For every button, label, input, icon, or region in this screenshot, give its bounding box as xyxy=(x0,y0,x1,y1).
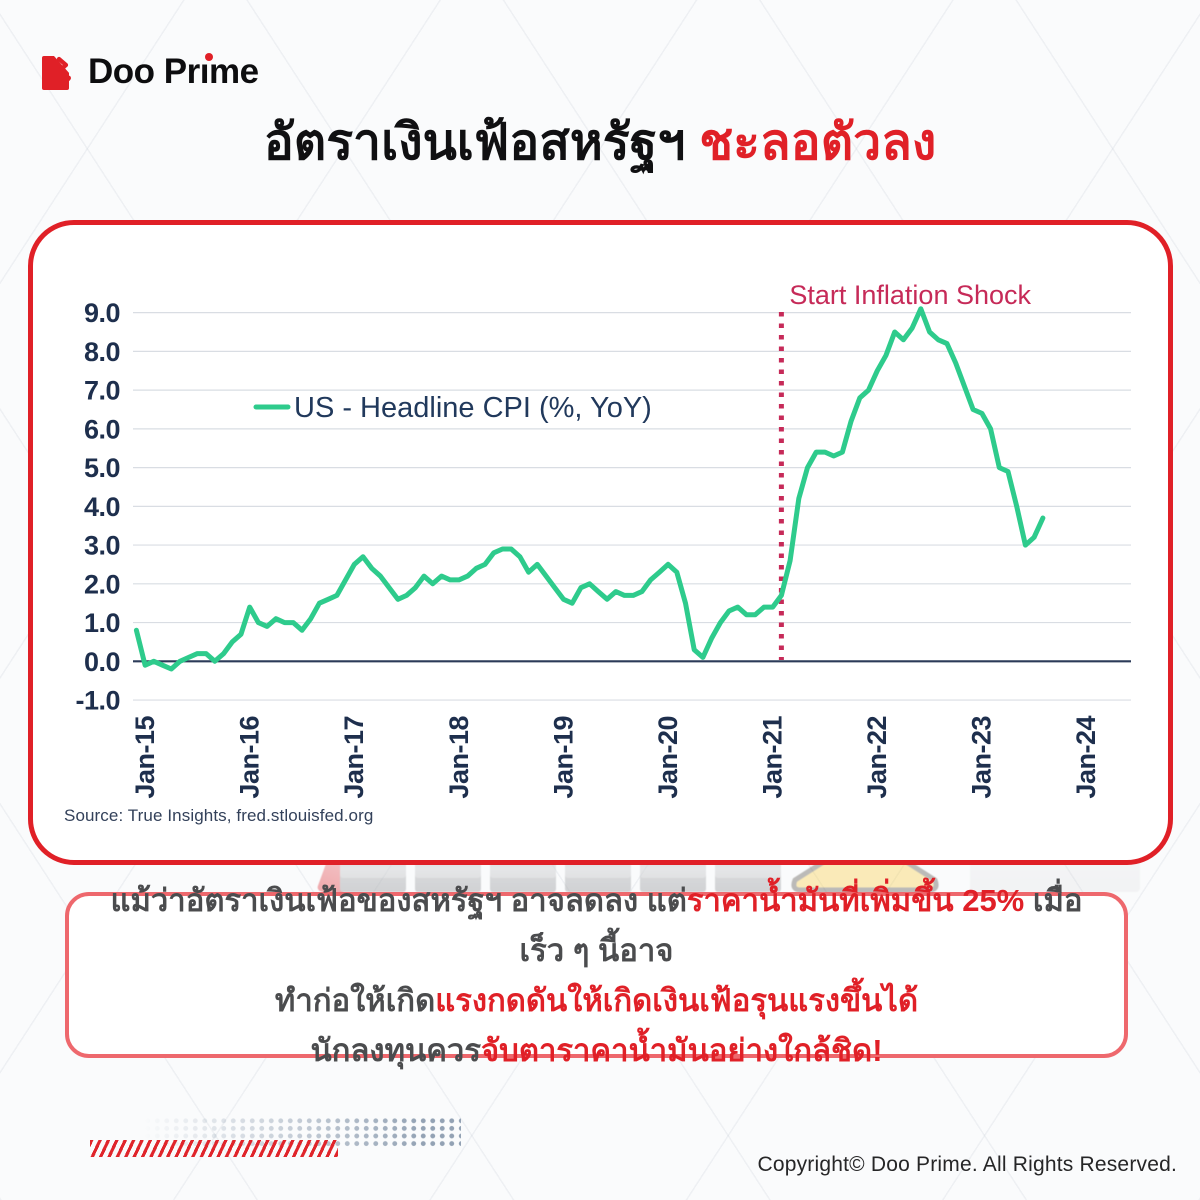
callout-text: นักลงทุนควร xyxy=(310,1033,481,1068)
callout-box: แม้ว่าอัตราเงินเฟ้อของสหรัฐฯ อาจลดลง แต่… xyxy=(65,883,1128,1068)
doo-prime-logo: Doo Prıme xyxy=(42,52,259,92)
callout-text-highlight: จับตาราคาน้ำมันอย่างใกล้ชิด! xyxy=(480,1033,883,1068)
title-main: อัตราเงินเฟ้อสหรัฐฯ xyxy=(263,114,686,170)
callout-line-3: นักลงทุนควรจับตาราคาน้ำมันอย่างใกล้ชิด! xyxy=(99,1026,1094,1076)
title-highlight: ชะลอตัวลง xyxy=(699,114,937,170)
callout-line-2: ทำก่อให้เกิดแรงกดดันให้เกิดเงินเฟ้อรุนแร… xyxy=(99,976,1094,1026)
callout-text: เมื่อเร็ว ๆ นี้อาจ xyxy=(519,883,1083,968)
copyright-text: Copyright© Doo Prime. All Rights Reserve… xyxy=(757,1153,1177,1176)
logo-i-dot xyxy=(205,53,213,61)
page-title: อัตราเงินเฟ้อสหรัฐฯ ชะลอตัวลง xyxy=(0,103,1200,182)
stripes-pattern xyxy=(90,1140,338,1157)
callout-text-highlight: ราคาน้ำมันที่เพิ่มขึ้น 25% xyxy=(686,883,1025,918)
callout-text-highlight: แรงกดดันให้เกิดเงินเฟ้อรุนแรงขึ้นได้ xyxy=(435,983,919,1018)
callout-line-1: แม้ว่าอัตราเงินเฟ้อของสหรัฐฯ อาจลดลง แต่… xyxy=(99,876,1094,976)
doo-prime-logo-icon xyxy=(42,55,71,90)
chart-source: Source: True Insights, fred.stlouisfed.o… xyxy=(64,806,374,825)
callout-text: ทำก่อให้เกิด xyxy=(274,983,436,1018)
doo-prime-logo-text-wrap: Doo Prıme xyxy=(88,52,259,92)
callout-text: แม้ว่าอัตราเงินเฟ้อของสหรัฐฯ อาจลดลง แต่ xyxy=(110,883,687,918)
chart-card xyxy=(28,220,1173,865)
doo-prime-logo-text: Doo Prıme xyxy=(88,52,259,91)
